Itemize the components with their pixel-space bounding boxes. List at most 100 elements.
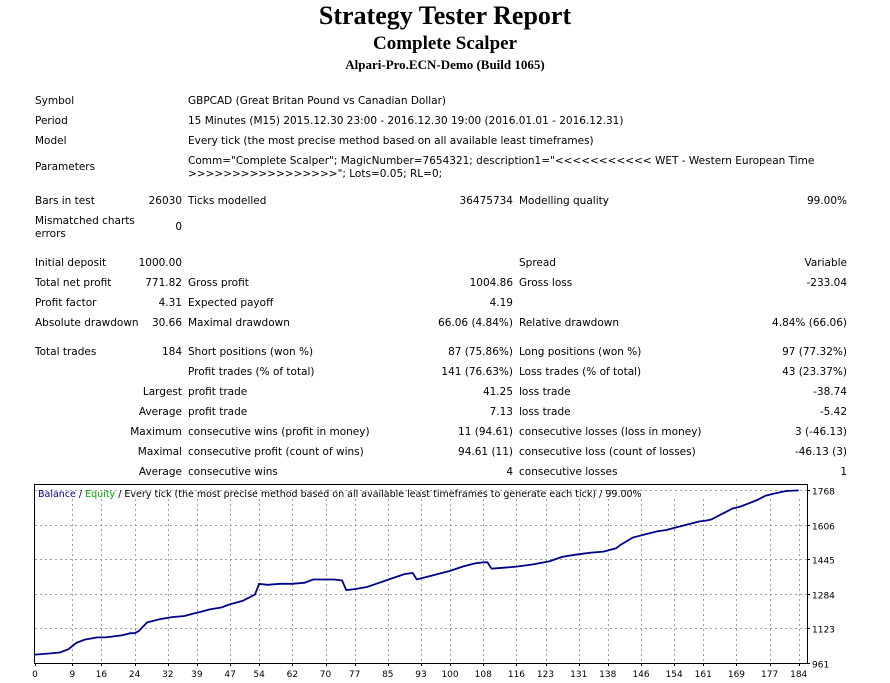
max-consecutive-wins-label: consecutive wins (profit in money) (188, 426, 370, 438)
avg-consecutive-losses-value: 1 (840, 466, 847, 478)
largest-loss-value: -38.74 (813, 386, 847, 398)
max-consecutive-losses-label: consecutive losses (loss in money) (519, 426, 702, 438)
largest-loss-label: loss trade (519, 386, 571, 398)
maximum-label: Maximum (130, 426, 182, 438)
y-tick-label: 1768 (812, 488, 835, 498)
expected-payoff-label: Expected payoff (188, 297, 274, 309)
avg-consecutive-wins-value: 4 (506, 466, 513, 478)
x-tick-label: 24 (129, 670, 141, 680)
relative-drawdown-value: 4.84% (66.06) (772, 317, 847, 329)
average-loss-value: -5.42 (819, 406, 847, 418)
x-tick-label: 123 (537, 670, 554, 680)
initial-deposit-value: 1000.00 (138, 257, 182, 269)
gross-profit-value: 1004.86 (469, 277, 513, 289)
x-tick-label: 177 (761, 670, 778, 680)
x-tick-label: 146 (632, 670, 649, 680)
parameters-label: Parameters (35, 161, 96, 173)
net-profit-label: Total net profit (35, 277, 112, 289)
maximal-consecutive-loss-value: -46.13 (3) (794, 446, 847, 458)
model-value: Every tick (the most precise method base… (188, 135, 594, 147)
largest-label: Largest (142, 386, 182, 398)
quality-label: Modelling quality (519, 195, 609, 207)
total-trades-value: 184 (161, 346, 182, 358)
chart-legend: Balance / Equity / Every tick (the most … (38, 489, 642, 500)
short-positions-value: 87 (75.86%) (448, 346, 513, 358)
profit-trades-label: Profit trades (% of total) (188, 366, 315, 378)
maximal-drawdown-value: 66.06 (4.84%) (438, 317, 513, 329)
avg-consecutive-wins-label: consecutive wins (188, 466, 278, 478)
x-tick-label: 169 (728, 670, 745, 680)
maximal-consecutive-profit-value: 94.61 (11) (458, 446, 513, 458)
expert-name: Complete Scalper (372, 33, 518, 54)
net-profit-value: 771.82 (145, 277, 182, 289)
x-tick-label: 154 (666, 670, 683, 680)
y-axis-ticks: 961 1123 1284 1445 1606 1768 (807, 488, 835, 671)
balance-line (34, 489, 799, 656)
relative-drawdown-label: Relative drawdown (519, 317, 620, 329)
y-tick-label: 1284 (812, 592, 835, 602)
profit-trades-value: 141 (76.63%) (441, 366, 513, 378)
total-trades-label: Total trades (35, 346, 97, 358)
x-axis-ticks: 0 9 16 24 32 39 47 54 62 70 77 85 93 100 108 116 123 131 1… (32, 663, 808, 680)
x-tick-label: 9 (69, 670, 75, 680)
absolute-drawdown-label: Absolute drawdown (35, 317, 139, 329)
average-profit-value: 7.13 (489, 406, 513, 418)
max-consecutive-losses-value: 3 (-46.13) (794, 426, 847, 438)
period-label: Period (35, 115, 68, 127)
maximal-drawdown-label: Maximal drawdown (188, 317, 290, 329)
legend-separator: / (76, 489, 85, 500)
chart-grid (35, 490, 807, 663)
max-consecutive-wins-value: 11 (94.61) (458, 426, 513, 438)
long-positions-value: 97 (77.32%) (782, 346, 847, 358)
loss-trades-value: 43 (23.37%) (782, 366, 847, 378)
profit-factor-label: Profit factor (35, 297, 97, 309)
absolute-drawdown-value: 30.66 (151, 317, 182, 329)
y-tick-label: 1445 (812, 557, 835, 567)
expected-payoff-value: 4.19 (489, 297, 513, 309)
average-label: Average (138, 406, 182, 418)
ticks-label: Ticks modelled (188, 195, 267, 207)
y-tick-label: 1123 (812, 626, 835, 636)
average-loss-label: loss trade (519, 406, 571, 418)
maximal-consecutive-profit-label: consecutive profit (count of wins) (188, 446, 364, 458)
legend-description: / Every tick (the most precise method ba… (115, 489, 641, 500)
x-tick-label: 138 (599, 670, 616, 680)
x-tick-label: 161 (695, 670, 712, 680)
x-tick-label: 100 (441, 670, 458, 680)
gross-profit-label: Gross profit (188, 277, 249, 289)
x-tick-label: 70 (320, 670, 332, 680)
x-tick-label: 16 (96, 670, 108, 680)
x-tick-label: 85 (382, 670, 393, 680)
x-tick-label: 116 (508, 670, 525, 680)
y-tick-label: 961 (812, 661, 829, 671)
mismatch-label-1: Mismatched charts (35, 215, 135, 227)
x-tick-label: 131 (570, 670, 587, 680)
bars-value: 26030 (148, 195, 182, 207)
average-consecutive-label: Average (138, 466, 182, 478)
x-tick-label: 54 (253, 670, 265, 680)
x-tick-label: 62 (287, 670, 298, 680)
loss-trades-label: Loss trades (% of total) (519, 366, 642, 378)
largest-profit-value: 41.25 (482, 386, 513, 398)
quality-value: 99.00% (806, 195, 847, 207)
x-tick-label: 39 (191, 670, 203, 680)
legend-equity: Equity (85, 489, 115, 500)
initial-deposit-label: Initial deposit (35, 257, 107, 269)
x-tick-label: 47 (224, 670, 235, 680)
long-positions-label: Long positions (won %) (519, 346, 642, 358)
spread-label: Spread (519, 257, 556, 269)
server-build: Alpari-Pro.ECN-Demo (Build 1065) (345, 57, 545, 72)
largest-profit-label: profit trade (188, 386, 248, 398)
parameters-line-2: >>>>>>>>>>>>>>>>>"; Lots=0.05; RL=0; (188, 168, 443, 180)
x-tick-label: 184 (790, 670, 807, 680)
legend-balance: Balance (38, 489, 76, 500)
model-label: Model (35, 135, 67, 147)
x-tick-label: 77 (349, 670, 360, 680)
average-profit-label: profit trade (188, 406, 248, 418)
maximal-label: Maximal (137, 446, 182, 458)
bars-label: Bars in test (35, 195, 95, 207)
x-tick-label: 108 (475, 670, 492, 680)
avg-consecutive-losses-label: consecutive losses (519, 466, 618, 478)
x-tick-label: 0 (32, 670, 38, 680)
ticks-value: 36475734 (459, 195, 513, 207)
